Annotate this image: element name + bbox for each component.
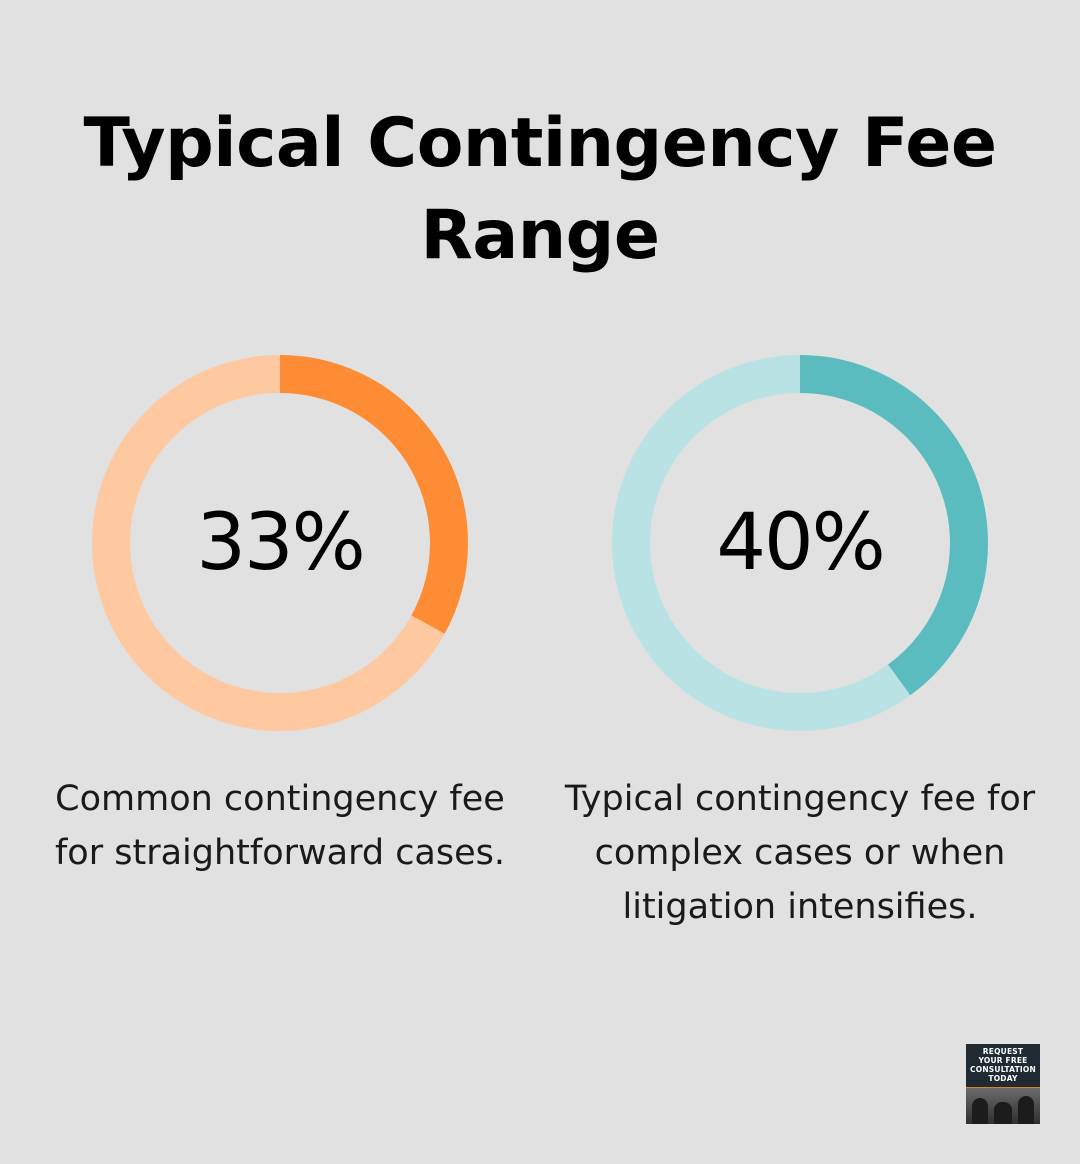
caption-line: Typical contingency fee for (564, 779, 1036, 819)
person-icon (1018, 1096, 1034, 1124)
title-text: Typical Contingency Fee Range (83, 104, 997, 275)
badge-line: YOUR FREE (978, 1056, 1028, 1065)
badge-line: REQUEST (982, 1047, 1024, 1056)
badge-text: REQUEST YOUR FREE CONSULTATION TODAY (966, 1047, 1040, 1083)
percent-label: 40% (716, 498, 885, 588)
person-icon (972, 1098, 988, 1124)
person-icon (994, 1102, 1012, 1124)
caption-line: Common contingency fee (55, 779, 505, 819)
badge-divider (966, 1087, 1040, 1088)
caption-left: Common contingency fee for straightforwa… (30, 772, 530, 880)
consultation-badge[interactable]: REQUEST YOUR FREE CONSULTATION TODAY (966, 1044, 1040, 1124)
caption-line: for straightforward cases. (54, 833, 506, 873)
donut-chart-33: 33% (90, 353, 470, 733)
donut-ring-orange (92, 355, 468, 731)
donut-ring-teal (612, 355, 988, 731)
percent-label: 33% (196, 498, 365, 588)
team-photo (966, 1088, 1040, 1124)
badge-line: TODAY (988, 1074, 1018, 1083)
caption-line: litigation intensifies. (622, 887, 978, 927)
badge-line: CONSULTATION (970, 1065, 1036, 1074)
caption-right: Typical contingency fee for complex case… (550, 772, 1050, 934)
chart-title: Typical Contingency Fee Range (0, 98, 1080, 282)
caption-line: complex cases or when (594, 833, 1006, 873)
donut-chart-40: 40% (610, 353, 990, 733)
